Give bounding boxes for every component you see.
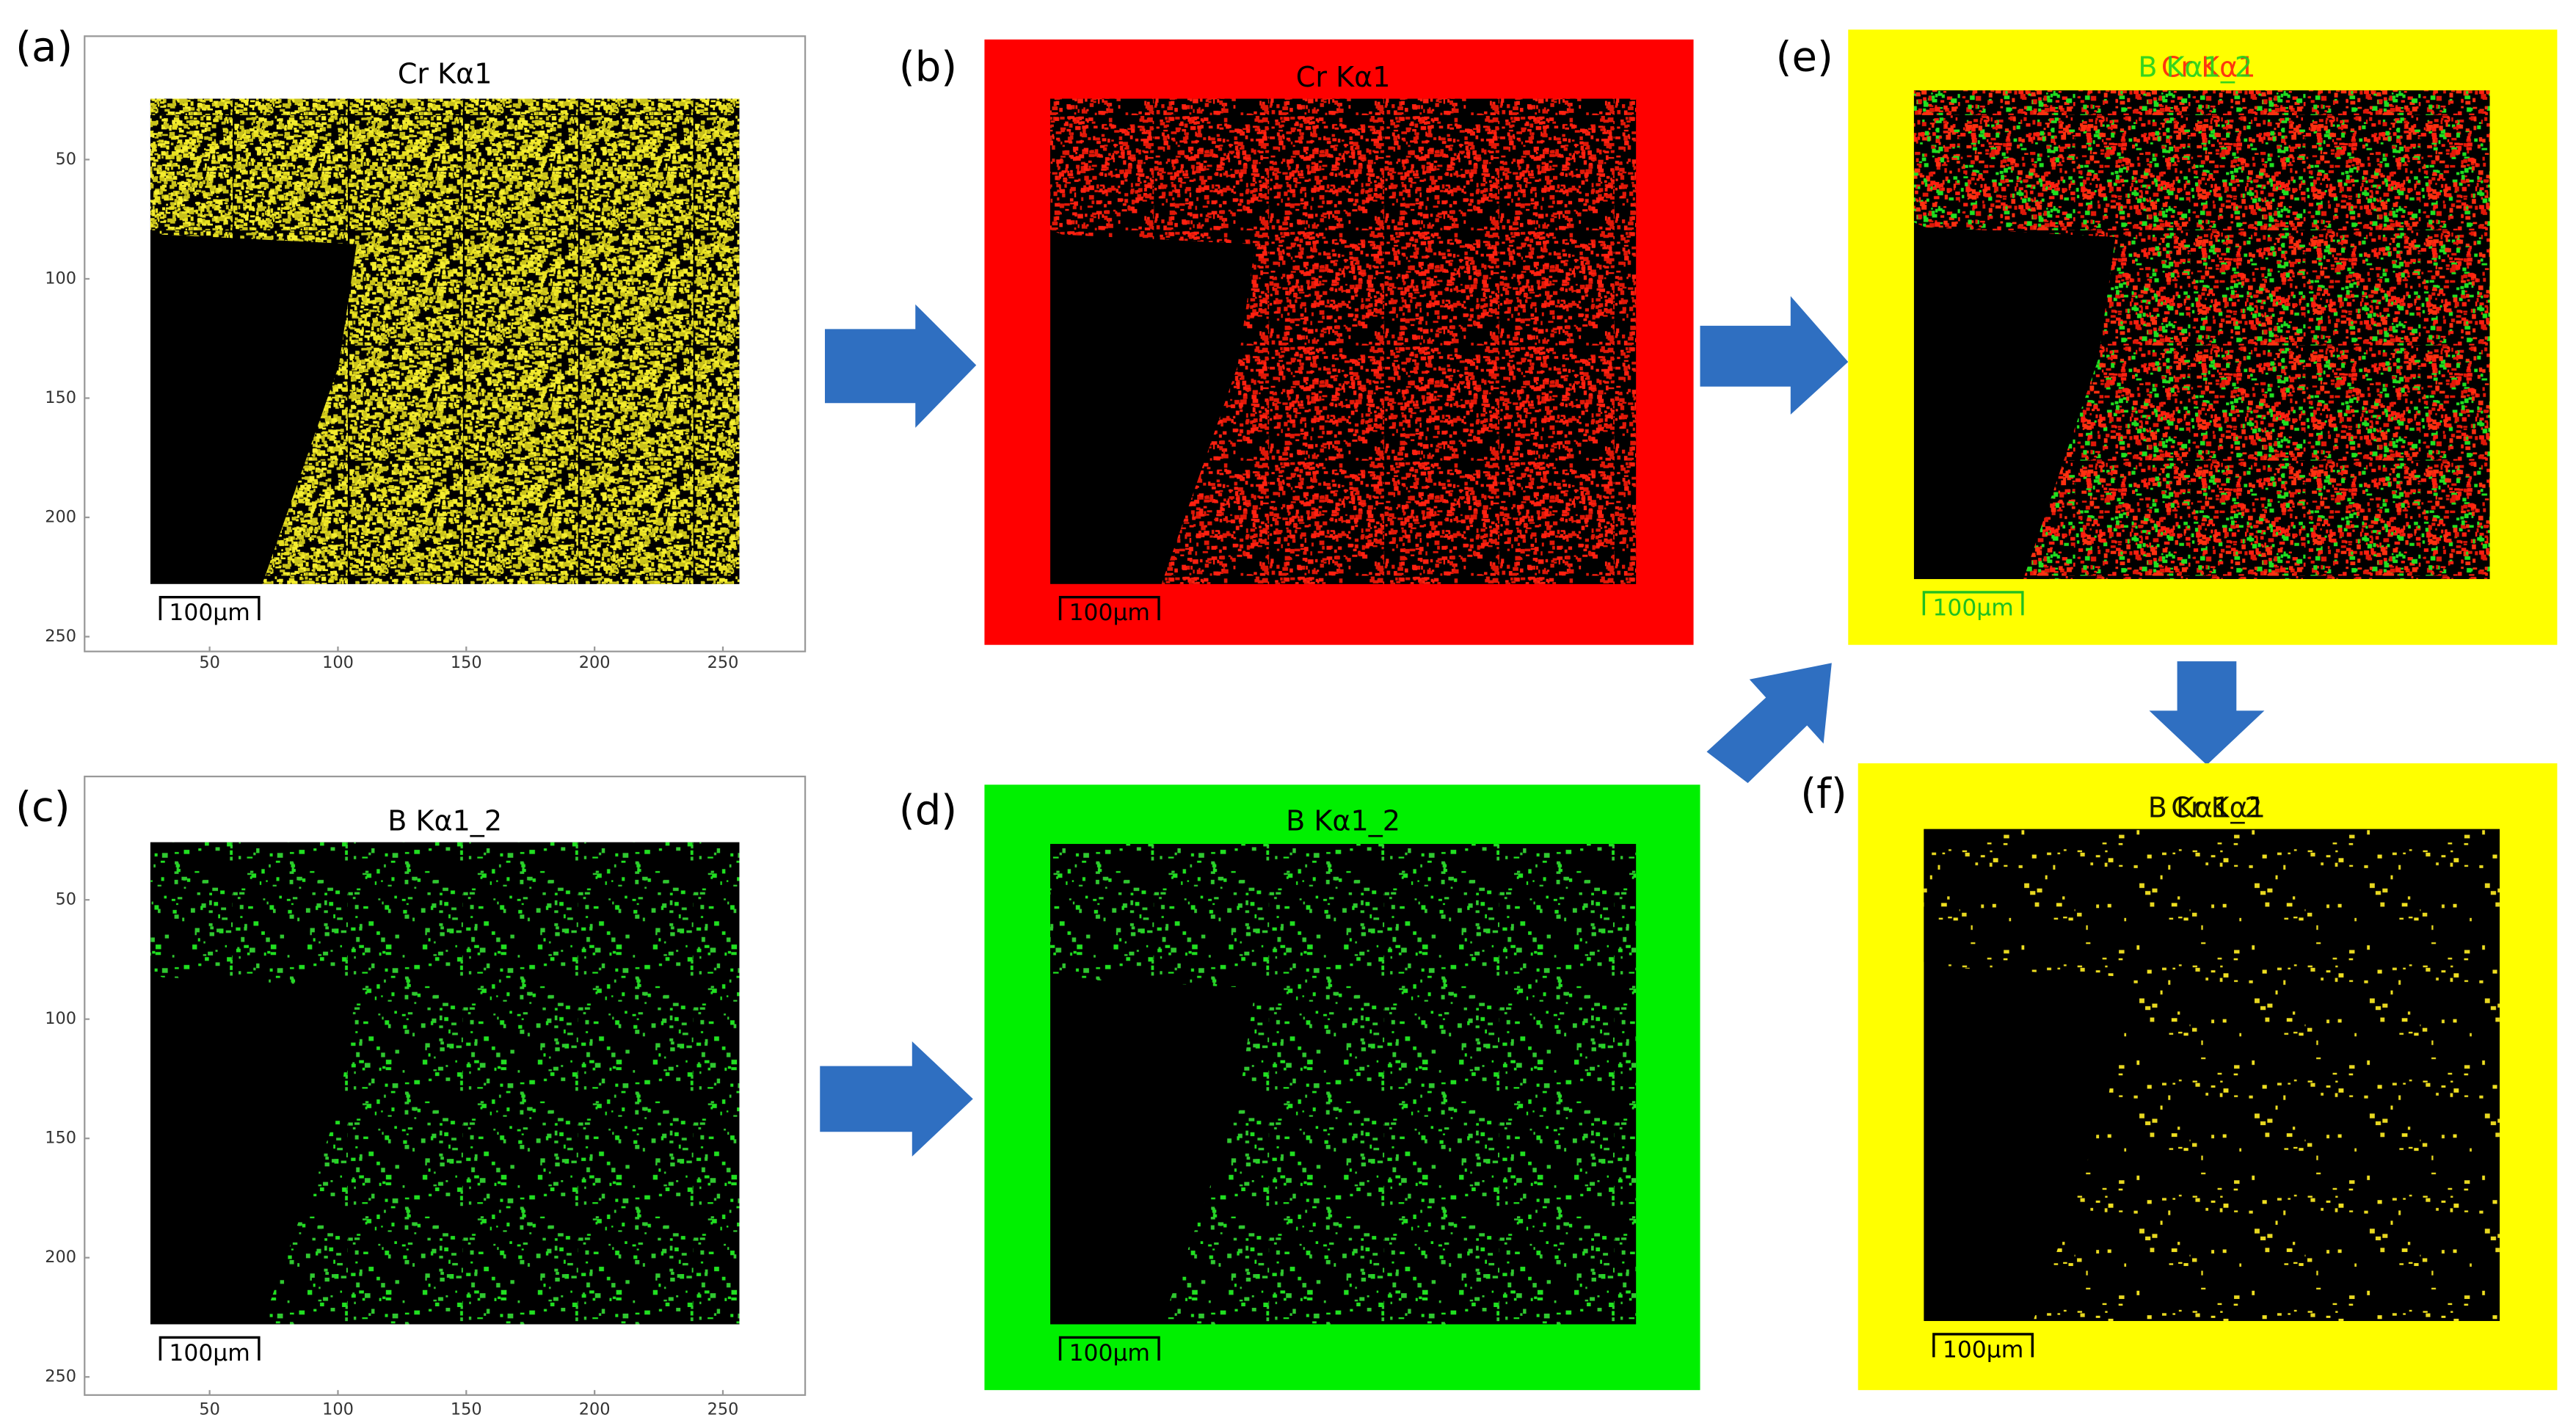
x-tick-label: 100 xyxy=(322,653,354,672)
scale-bar xyxy=(159,1336,261,1361)
y-tick-label: 100 xyxy=(45,1009,76,1028)
y-tick-label: 200 xyxy=(45,1248,76,1267)
panel-title: Cr Kα1 xyxy=(2171,791,2266,823)
y-tick-label: 50 xyxy=(56,890,77,909)
map-signal xyxy=(1050,843,1637,1325)
x-tick-label: 50 xyxy=(199,1400,220,1419)
arrow xyxy=(1706,663,1832,784)
panel-title: Cr Kα1 xyxy=(2161,51,2256,84)
panel-label: (c) xyxy=(15,784,70,831)
y-tick-label: 50 xyxy=(56,150,77,169)
arrow xyxy=(1700,296,1849,415)
y-tick-label: 100 xyxy=(45,269,76,288)
panel-frame xyxy=(84,775,807,1397)
scale-bar-label: 100µm xyxy=(1932,594,2013,621)
scale-bar-label: 100µm xyxy=(1943,1336,2023,1363)
x-tick-label: 250 xyxy=(707,653,739,672)
map-signal xyxy=(150,98,740,584)
map-signal xyxy=(1913,90,2490,580)
arrow xyxy=(824,304,977,428)
panel-label: (b) xyxy=(899,43,957,91)
panel: (d) B Kα1_2 100µm xyxy=(899,785,1700,1391)
panel: (c) B Kα1_2 100µm 50 100 150 200 250 50 100 150 200… xyxy=(15,775,807,1419)
panel: (b) Cr Kα1 100µm xyxy=(899,39,1694,645)
panel-title: B Kα1_2 xyxy=(1286,804,1400,837)
scale-bar xyxy=(1058,1336,1160,1361)
scale-bar-label: 100µm xyxy=(169,1340,250,1366)
panel: (a) Cr Kα1 100µm 50 100 150 200 250 50 100 150 200 2… xyxy=(15,23,807,672)
x-tick-label: 150 xyxy=(451,1400,482,1419)
panel-label: (d) xyxy=(899,787,957,834)
arrow xyxy=(2149,661,2265,765)
panel-title: B Kα1_2 xyxy=(388,804,502,837)
x-tick-label: 200 xyxy=(579,653,611,672)
y-tick-label: 200 xyxy=(45,507,76,526)
panel-label: (e) xyxy=(1776,33,1833,81)
panel-title: B Kα1_2 xyxy=(2148,791,2263,823)
panel-label: (a) xyxy=(15,23,73,71)
arrows xyxy=(820,296,2265,1157)
x-tick-label: 250 xyxy=(707,1400,739,1419)
scale-bar xyxy=(159,596,261,621)
scale-bar-label: 100µm xyxy=(169,600,250,626)
scale-bar-label: 100µm xyxy=(1069,1340,1150,1366)
scale-bar-label: 100µm xyxy=(1069,600,1150,626)
y-tick-label: 250 xyxy=(45,627,76,646)
x-tick-label: 200 xyxy=(579,1400,611,1419)
panel-label: (f) xyxy=(1800,771,1847,818)
y-tick-label: 250 xyxy=(45,1367,76,1386)
map-signal xyxy=(1924,829,2500,1322)
panel-title: Cr Kα1 xyxy=(398,58,492,90)
y-tick-label: 150 xyxy=(45,388,76,407)
arrow xyxy=(820,1041,973,1157)
map-signal xyxy=(150,842,740,1325)
panel-title: Cr Kα1 xyxy=(1296,61,1391,93)
scale-bar xyxy=(1932,1333,2034,1358)
x-tick-label: 150 xyxy=(451,653,482,672)
scale-bar xyxy=(1058,596,1160,621)
panel-title: B Kα1_2 xyxy=(2138,51,2252,84)
scale-bar xyxy=(1922,591,2024,616)
x-tick-label: 50 xyxy=(199,653,220,672)
y-tick-label: 150 xyxy=(45,1129,76,1148)
map-signal xyxy=(1050,98,1637,584)
x-tick-label: 100 xyxy=(322,1400,354,1419)
panel-frame xyxy=(84,35,807,652)
